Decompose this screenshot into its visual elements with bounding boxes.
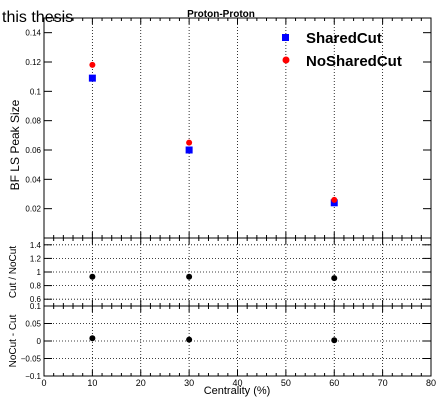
main-series-0-point bbox=[185, 146, 193, 154]
diff-y-tick-label: 0.05 bbox=[25, 320, 41, 329]
ratio-series-0-point bbox=[186, 273, 193, 280]
ratio-y-tick-label: 1.2 bbox=[30, 254, 42, 263]
chart-title: Proton-Proton bbox=[187, 9, 255, 20]
x-tick-label: 10 bbox=[87, 378, 97, 388]
main-y-tick-label: 0.04 bbox=[25, 175, 41, 184]
main-y-tick-label: 0.12 bbox=[25, 58, 41, 67]
diff-y-axis-label: NoCut - Cut bbox=[8, 314, 19, 367]
legend-label-sharedcut: SharedCut bbox=[306, 30, 382, 47]
legend: SharedCut NoSharedCut bbox=[282, 30, 402, 70]
diff-y-tick-label: 0.1 bbox=[30, 302, 42, 311]
main-series-1-point bbox=[331, 196, 338, 203]
ratio-series-0-point bbox=[331, 275, 338, 282]
ratio-y-tick-label: 1.4 bbox=[30, 241, 42, 250]
diff-series-0-point bbox=[186, 336, 193, 343]
main-series-1-point bbox=[186, 139, 193, 146]
diff-y-tick-label: −0.05 bbox=[21, 355, 42, 364]
legend-marker-nosharedcut bbox=[282, 56, 290, 64]
x-tick-label: 40 bbox=[232, 378, 242, 388]
main-series-1-point bbox=[89, 61, 96, 68]
x-tick-label: 30 bbox=[184, 378, 194, 388]
x-tick-label: 0 bbox=[41, 378, 46, 388]
ratio-y-tick-label: 0.6 bbox=[30, 295, 42, 304]
top-y-axis-label: BF LS Peak Size bbox=[8, 99, 22, 190]
x-tick-label: 70 bbox=[378, 378, 388, 388]
diff-y-tick-label: −0.1 bbox=[25, 372, 41, 381]
legend-label-nosharedcut: NoSharedCut bbox=[306, 53, 402, 70]
diff-series-0-point bbox=[331, 337, 338, 344]
main-y-tick-label: 0.08 bbox=[25, 117, 41, 126]
watermark-text: this thesis bbox=[2, 9, 73, 26]
ratio-y-axis-label: Cut / NoCut bbox=[8, 246, 19, 298]
ratio-series-0-point bbox=[89, 273, 96, 280]
x-tick-label: 20 bbox=[136, 378, 146, 388]
main-y-tick-label: 0.06 bbox=[25, 146, 41, 155]
diff-y-tick-label: 0 bbox=[37, 337, 42, 346]
x-tick-label: 50 bbox=[281, 378, 291, 388]
main-y-tick-label: 0.14 bbox=[25, 29, 41, 38]
legend-marker-sharedcut bbox=[282, 34, 289, 41]
main-y-tick-label: 0.02 bbox=[25, 205, 41, 214]
diff-series-0-point bbox=[89, 335, 96, 342]
x-tick-label: 80 bbox=[426, 378, 436, 388]
ratio-y-tick-label: 0.8 bbox=[30, 282, 42, 291]
main-y-tick-label: 0.1 bbox=[30, 87, 42, 96]
ratio-y-tick-label: 1 bbox=[37, 268, 42, 277]
x-axis-label: Centrality (%) bbox=[204, 385, 271, 397]
x-tick-label: 60 bbox=[329, 378, 339, 388]
main-series-0-point bbox=[88, 74, 96, 82]
diff-panel-frame bbox=[43, 305, 432, 377]
